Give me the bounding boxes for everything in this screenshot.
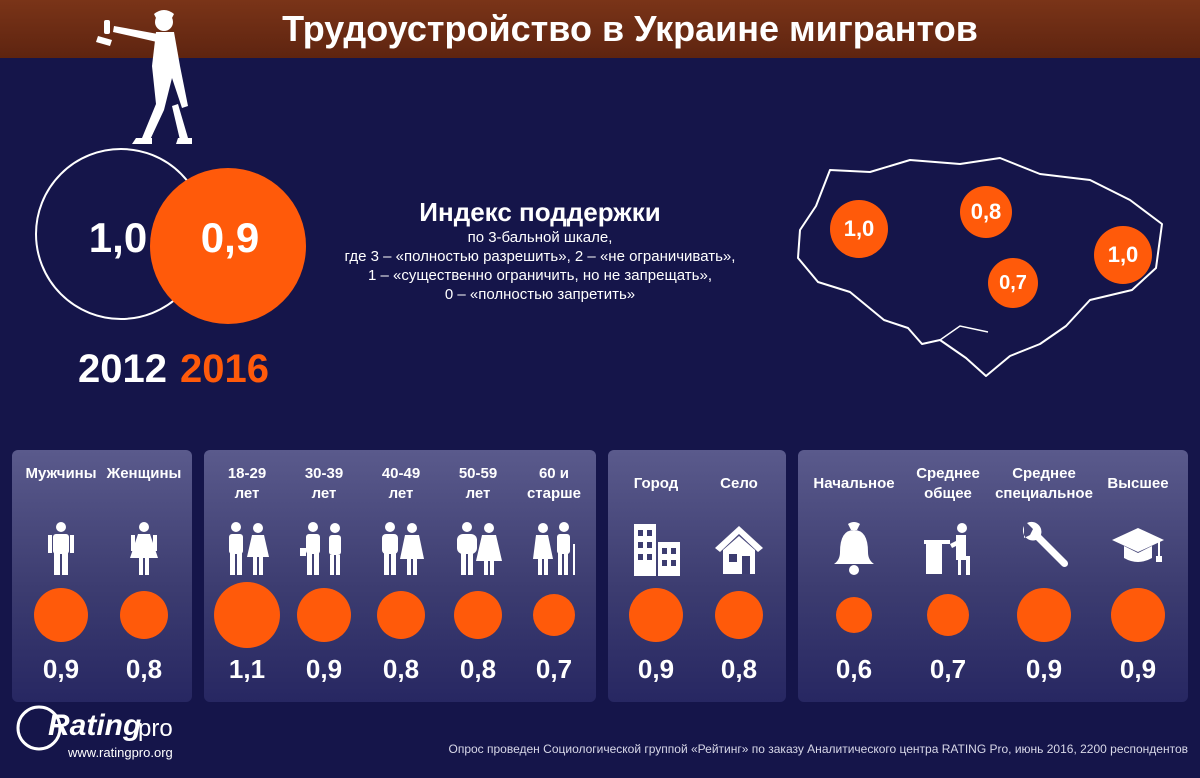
panel-education: Начальное 0,6 Среднее общее 0,7 Среднее … [798,450,1188,702]
item-value: 0,8 [720,654,758,684]
item-label: Женщины [106,465,182,482]
item-label: 40-49 лет [381,465,421,502]
index-scale-line: 0 – «полностью запретить» [444,286,636,303]
ukraine-map: 1,0 0,8 0,7 1,0 [790,150,1170,390]
title-banner: Трудоустройство в Украине мигрантов [0,0,1200,58]
value-2016: 0,9 [200,214,260,261]
school-bell-icon [834,522,874,575]
year-2016-label: 2016 [180,347,269,391]
item-label: 18-29 лет [227,465,267,502]
student-desk-icon [924,523,970,575]
map-region-south: 0,7 [988,258,1038,308]
graduation-cap-icon [1112,528,1164,562]
value-dot [214,582,280,648]
value-dot [927,594,969,636]
index-scale-line: где 3 – «полностью разрешить», 2 – «не о… [344,248,736,265]
couple-elderly-icon [533,522,575,575]
value-dot [629,588,683,642]
value-dot [297,588,351,642]
item-label: Село [720,475,758,492]
item-age-50-59: 50-59 лет 0,8 [438,450,518,702]
item-edu-general-secondary: Среднее общее 0,7 [908,450,988,702]
ratingpro-logo: Rating pro www.ratingpro.org [14,703,214,773]
item-men: Мужчины 0,9 [21,450,101,702]
item-age-18-29: 18-29 лет 1,1 [207,450,287,702]
item-label: Мужчины [25,465,97,482]
man-icon [48,522,74,575]
year-2012-label: 2012 [78,347,167,391]
item-label: Среднее общее [916,465,980,502]
value-dot [454,591,502,639]
panel-gender: Мужчины 0,9 Женщины 0,8 [12,450,192,702]
panel-settlement: Город 0,9 Село 0,8 [608,450,786,702]
worker-silhouette-icon [96,10,192,144]
item-label: Среднее специальное [995,465,1093,502]
item-label: Город [633,475,679,492]
value-dot [120,591,168,639]
logo-url: www.ratingpro.org [68,745,173,760]
item-value: 0,9 [637,654,675,684]
item-value: 0,8 [382,654,420,684]
couple-mature-icon [457,522,502,575]
map-region-west: 1,0 [830,200,888,258]
item-age-30-39: 30-39 лет 0,9 [284,450,364,702]
index-scale-line: по 3-бальной шкале, [467,229,613,246]
logo-ring-icon [16,705,62,751]
item-label: Высшее [1107,475,1169,492]
logo-pro-text: pro [138,715,173,742]
item-edu-primary: Начальное 0,6 [813,450,894,702]
page-title: Трудоустройство в Украине мигрантов [282,8,978,49]
item-value: 1,1 [228,654,266,684]
item-age-60-plus: 60 и старше 0,7 [514,450,594,702]
value-dot [715,591,763,639]
survey-footnote: Опрос проведен Социологической группой «… [448,742,1189,756]
wrench-icon [1022,521,1069,568]
value-dot [533,594,575,636]
woman-icon [130,522,158,575]
couple-middle-icon [382,522,424,575]
item-value: 0,8 [125,654,163,684]
map-region-center: 0,8 [960,186,1012,238]
item-edu-higher: Высшее 0,9 [1098,450,1178,702]
value-dot [34,588,88,642]
item-women: Женщины 0,8 [104,450,184,702]
value-dot [836,597,872,633]
ukraine-outline [797,157,1163,377]
item-value: 0,8 [459,654,497,684]
map-region-east: 1,0 [1094,226,1152,284]
circle-2016 [150,168,306,324]
item-value: 0,9 [42,654,80,684]
value-2012: 1,0 [88,214,148,261]
couple-young-icon [229,522,269,575]
item-label: Начальное [813,475,895,492]
item-label: 60 и старше [526,465,582,502]
index-title: Индекс поддержки [419,197,661,227]
item-value: 0,6 [835,654,873,684]
item-village: Село 0,8 [699,450,779,702]
index-legend: Индекс поддержки по 3-бальной шкале, где… [300,196,780,304]
item-value: 0,7 [929,654,967,684]
item-edu-vocational: Среднее специальное 0,9 [995,450,1093,702]
value-dot [1017,588,1071,642]
index-scale-line: 1 – «существенно ограничить, но не запре… [367,267,712,284]
item-age-40-49: 40-49 лет 0,8 [361,450,441,702]
item-value: 0,7 [535,654,573,684]
value-dot [1111,588,1165,642]
panel-age: 18-29 лет 1,1 30-39 лет 0,9 40-49 лет 0,… [204,450,596,702]
city-buildings-icon [634,524,680,576]
item-value: 0,9 [305,654,343,684]
house-icon [715,526,763,574]
item-label: 30-39 лет [304,465,344,502]
item-label: 50-59 лет [458,465,498,502]
logo-rating-text: Rating [48,709,142,742]
item-city: Город 0,9 [616,450,696,702]
item-value: 0,9 [1119,654,1157,684]
couple-business-icon [300,522,341,575]
value-dot [377,591,425,639]
item-value: 0,9 [1025,654,1063,684]
